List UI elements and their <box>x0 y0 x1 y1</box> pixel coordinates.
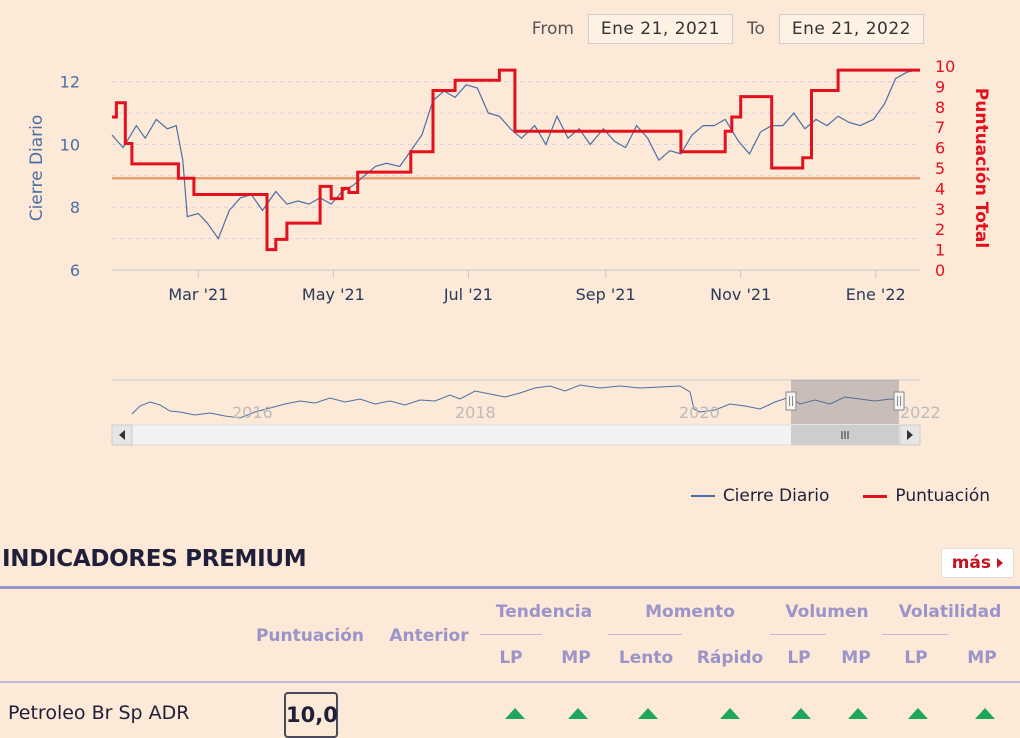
y-axis-label: Cierre Diario <box>27 115 47 222</box>
chart-legend: Cierre Diario Puntuación <box>657 486 990 506</box>
group-header-momento: Momento <box>645 602 735 622</box>
navigator-left-handle[interactable] <box>785 391 797 411</box>
y-axis-ticks: 6 8 10 12 <box>60 73 80 280</box>
sub-header-mp: MP <box>841 648 871 668</box>
navigator-label-2016: 2016 <box>232 403 273 422</box>
signal-up-icon <box>638 708 658 719</box>
x-tick-label: Mar '21 <box>168 285 228 304</box>
signal-up-icon <box>975 708 995 719</box>
y-right-axis-label: Puntuación Total <box>971 88 991 248</box>
section-title: INDICADORES PREMIUM <box>2 546 307 572</box>
navigator-scrollbar[interactable] <box>111 424 921 446</box>
y-tick-label: 8 <box>70 198 80 217</box>
range-navigator[interactable]: 2016 2018 2020 2022 <box>112 379 941 424</box>
to-date-input[interactable]: Ene 21, 2022 <box>778 14 924 44</box>
y-tick-label: 12 <box>60 73 80 92</box>
navigator-label-2018: 2018 <box>455 403 496 422</box>
y-right-tick-label: 1 <box>935 241 945 260</box>
sub-header-lp: LP <box>904 648 928 668</box>
score-badge: 10,0 <box>284 692 338 738</box>
col-header-anterior: Anterior <box>389 626 469 646</box>
stock-name-link[interactable]: Petroleo Br Sp ADR <box>8 702 190 724</box>
more-label: más <box>951 553 991 573</box>
sub-header-mp: MP <box>967 648 997 668</box>
navigator-window[interactable] <box>791 380 899 424</box>
signal-up-icon <box>568 708 588 719</box>
date-range: From Ene 21, 2021 To Ene 21, 2022 <box>532 14 924 44</box>
y-right-tick-label: 4 <box>935 179 945 198</box>
group-divider <box>882 634 948 635</box>
caret-right-icon <box>997 558 1003 568</box>
x-tick-label: May '21 <box>302 285 365 304</box>
x-tick-label: Jul '21 <box>443 285 493 304</box>
cierre-diario-line <box>111 68 921 240</box>
y-right-tick-label: 10 <box>935 57 955 76</box>
group-divider <box>608 634 682 635</box>
sub-header-lp: LP <box>787 648 811 668</box>
table-header-rule <box>0 681 1020 683</box>
y-right-axis-ticks: 01 23 456 78 910 <box>935 57 955 280</box>
x-tick-label: Nov '21 <box>710 285 771 304</box>
y-right-tick-label: 5 <box>935 159 945 178</box>
y-tick-label: 10 <box>60 135 80 154</box>
group-header-volumen: Volumen <box>785 602 869 622</box>
x-axis-ticks: Mar '21 May '21 Jul '21 Sep '21 Nov '21 Ene '… <box>168 270 906 304</box>
legend-item-cierre[interactable]: Cierre Diario <box>690 486 830 506</box>
sub-header-mp: MP <box>561 648 591 668</box>
y-right-tick-label: 3 <box>935 200 945 219</box>
navigator-label-2020: 2020 <box>679 403 720 422</box>
from-date-input[interactable]: Ene 21, 2021 <box>587 14 733 44</box>
to-label: To <box>747 19 765 39</box>
legend-swatch <box>863 494 888 498</box>
y-right-tick-label: 6 <box>935 139 945 158</box>
y-right-tick-label: 0 <box>935 261 945 280</box>
signal-up-icon <box>720 708 740 719</box>
sub-header-lp: LP <box>499 648 523 668</box>
signal-up-icon <box>848 708 868 719</box>
legend-label: Puntuación <box>895 486 990 506</box>
group-divider <box>770 634 826 635</box>
navigator-series <box>131 384 901 419</box>
legend-item-puntuacion[interactable]: Puntuación <box>863 486 990 506</box>
x-tick-label: Sep '21 <box>576 285 636 304</box>
sub-header-rapido: Rápido <box>696 648 764 668</box>
from-label: From <box>531 19 574 39</box>
legend-swatch <box>690 495 715 497</box>
signal-up-icon <box>791 708 811 719</box>
y-right-tick-label: 8 <box>935 98 945 117</box>
group-header-tendencia: Tendencia <box>495 602 593 622</box>
signal-up-icon <box>908 708 928 719</box>
group-header-volatilidad: Volatilidad <box>898 602 1002 622</box>
chevron-left-icon <box>119 430 125 440</box>
navigator-right-handle[interactable] <box>893 391 905 411</box>
navigator-label-2022: 2022 <box>900 403 941 422</box>
main-chart: Mar '21 May '21 Jul '21 Sep '21 Nov '21 Ene '… <box>27 57 991 446</box>
sub-header-lento: Lento <box>618 648 674 668</box>
y-right-tick-label: 7 <box>935 118 945 137</box>
legend-label: Cierre Diario <box>722 486 830 506</box>
y-right-tick-label: 9 <box>935 77 945 96</box>
y-right-tick-label: 2 <box>935 220 945 239</box>
chevron-right-icon <box>907 430 913 440</box>
more-button[interactable]: más <box>940 548 1014 578</box>
signal-up-icon <box>505 708 525 719</box>
x-tick-label: Ene '22 <box>846 285 906 304</box>
table-top-rule <box>0 586 1020 589</box>
y-tick-label: 6 <box>70 261 80 280</box>
group-divider <box>480 634 542 635</box>
col-header-puntuacion: Puntuación <box>255 626 365 646</box>
puntuacion-line <box>112 68 920 252</box>
